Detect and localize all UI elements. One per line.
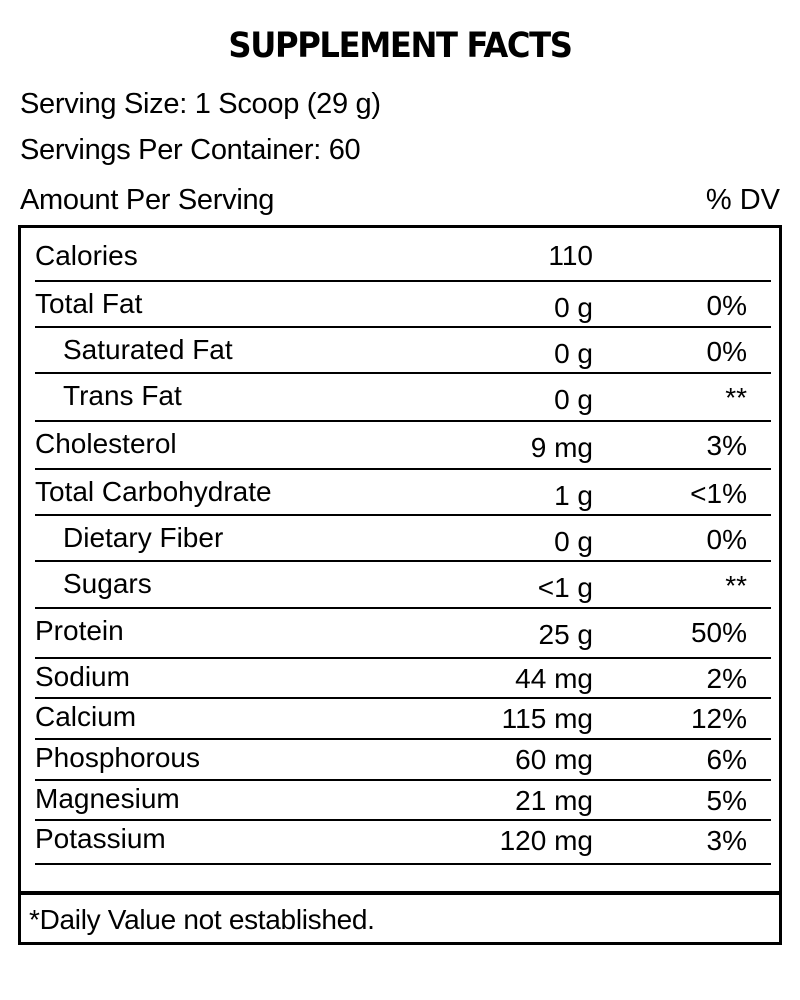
nutrient-name: Sodium	[35, 661, 130, 692]
row-divider	[35, 779, 771, 781]
nutrient-amount: 1 g	[554, 480, 593, 511]
nutrient-amount: 44 mg	[515, 663, 593, 694]
nutrient-daily-value: 6%	[706, 744, 747, 775]
nutrient-daily-value: 0%	[706, 524, 747, 555]
servings-per-container: Servings Per Container: 60	[20, 134, 361, 166]
thick-divider	[21, 891, 779, 895]
facts-table: Calories 110 Total Fat 0 g 0% Saturated Fat 0 …	[18, 225, 782, 945]
nutrient-name: Protein	[35, 615, 124, 646]
amount-per-serving-header: Amount Per Serving	[20, 184, 275, 216]
nutrient-name: Total Fat	[35, 288, 143, 319]
nutrient-daily-value: <1%	[690, 478, 747, 509]
nutrient-daily-value: 2%	[706, 663, 747, 694]
nutrient-row: Sodium 44 mg 2%	[35, 659, 771, 699]
nutrient-daily-value: 0%	[706, 290, 747, 321]
nutrient-row: Magnesium 21 mg 5%	[35, 781, 771, 821]
row-divider	[35, 514, 771, 516]
page-title: SUPPLEMENT FACTS	[228, 26, 573, 66]
nutrient-name: Sugars	[63, 568, 152, 599]
nutrient-row: Saturated Fat 0 g 0%	[35, 328, 771, 374]
nutrient-daily-value: 0%	[706, 336, 747, 367]
nutrient-row: Dietary Fiber 0 g 0%	[35, 516, 771, 562]
row-divider	[35, 280, 771, 282]
nutrient-daily-value: **	[725, 382, 747, 413]
row-divider	[35, 468, 771, 470]
nutrient-name: Potassium	[35, 823, 166, 854]
nutrient-row: Potassium 120 mg 3%	[35, 821, 771, 865]
nutrient-daily-value: **	[725, 570, 747, 601]
nutrient-name: Saturated Fat	[63, 334, 233, 365]
nutrient-name: Cholesterol	[35, 428, 177, 459]
row-divider	[35, 863, 771, 865]
nutrient-amount: 0 g	[554, 384, 593, 415]
row-divider	[35, 372, 771, 374]
nutrient-daily-value: 3%	[706, 430, 747, 461]
nutrient-name: Phosphorous	[35, 742, 201, 773]
nutrient-row: Calories 110	[35, 234, 771, 282]
nutrient-name: Magnesium	[35, 783, 180, 814]
nutrient-row: Calcium 115 mg 12%	[35, 699, 771, 740]
row-divider	[35, 560, 771, 562]
nutrient-name: Total Carbohydrate	[35, 476, 272, 507]
nutrient-amount: 25 g	[538, 619, 594, 650]
nutrient-amount: 60 mg	[515, 744, 593, 775]
nutrient-amount: 115 mg	[501, 703, 593, 734]
nutrient-row: Protein 25 g 50%	[35, 609, 771, 659]
row-divider	[35, 657, 771, 659]
nutrient-row: Sugars <1 g **	[35, 562, 771, 609]
nutrient-name: Trans Fat	[63, 380, 182, 411]
nutrient-daily-value: 3%	[706, 825, 747, 856]
nutrient-amount: 21 mg	[515, 785, 593, 816]
serving-size: Serving Size: 1 Scoop (29 g)	[20, 88, 381, 120]
nutrient-amount: 9 mg	[530, 432, 593, 463]
row-divider	[35, 326, 771, 328]
nutrient-amount: 0 g	[554, 526, 593, 557]
nutrient-amount: <1 g	[537, 572, 593, 603]
nutrient-amount: 0 g	[554, 292, 593, 323]
nutrient-row: Total Fat 0 g 0%	[35, 282, 771, 328]
nutrient-amount: 120 mg	[499, 825, 593, 856]
row-divider	[35, 697, 771, 699]
footnote: *Daily Value not established.	[29, 904, 375, 935]
row-divider	[35, 420, 771, 422]
nutrient-name: Dietary Fiber	[63, 522, 224, 553]
nutrient-amount: 110	[548, 240, 593, 271]
row-divider	[35, 738, 771, 740]
daily-value-header: % DV	[705, 184, 780, 216]
nutrient-daily-value: 5%	[706, 785, 747, 816]
row-divider	[35, 819, 771, 821]
nutrient-amount: 0 g	[554, 338, 593, 369]
row-divider	[35, 607, 771, 609]
nutrient-daily-value: 50%	[690, 617, 747, 648]
nutrient-daily-value: 12%	[690, 703, 747, 734]
nutrient-row: Total Carbohydrate 1 g <1%	[35, 470, 771, 516]
nutrient-name: Calories	[35, 240, 138, 271]
nutrient-row: Cholesterol 9 mg 3%	[35, 422, 771, 470]
nutrient-row: Trans Fat 0 g **	[35, 374, 771, 422]
nutrient-name: Calcium	[35, 701, 137, 732]
nutrient-row: Phosphorous 60 mg 6%	[35, 740, 771, 781]
